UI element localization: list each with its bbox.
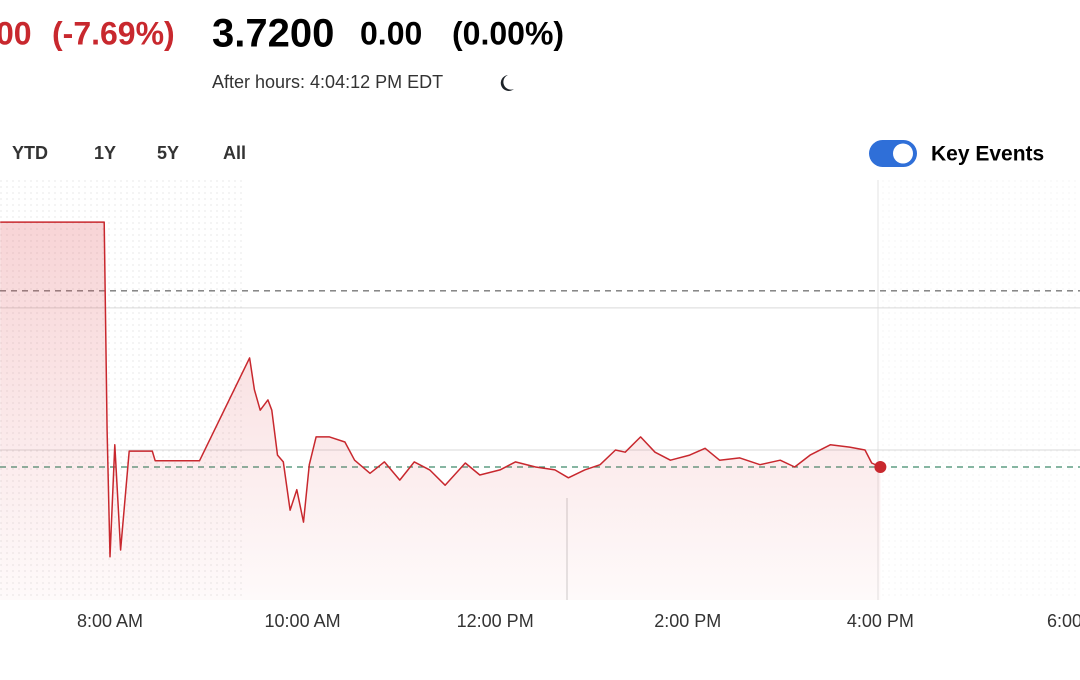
- after-change-percent: (0.00%): [452, 15, 564, 51]
- range-buttons: YTD 1Y 5Y All: [12, 143, 246, 163]
- toggle-knob: [893, 143, 913, 164]
- moon-icon: [500, 75, 514, 91]
- x-tick-label: 12:00 PM: [457, 611, 534, 631]
- range-button[interactable]: 1Y: [94, 143, 116, 163]
- price-line: [0, 221, 881, 558]
- x-tick-label: 8:00 AM: [77, 611, 143, 631]
- x-tick-label: 2:00 PM: [654, 611, 721, 631]
- range-button[interactable]: YTD: [12, 143, 48, 163]
- after-change: 0.00: [360, 15, 422, 51]
- after-hours: After hours: 4:04:12 PM EDT: [212, 72, 443, 92]
- x-tick-label: 4:00 PM: [847, 611, 914, 631]
- last-point: [874, 461, 887, 474]
- x-tick-label: 6:00 P: [1047, 611, 1080, 631]
- change: 00: [0, 15, 32, 51]
- afterhours-shade: [878, 180, 1080, 600]
- range-button[interactable]: 5Y: [157, 143, 179, 163]
- plot: 8:00 AM 10:00 AM 12:00 PM 2:00 PM 4:00 PM 6:0…: [0, 221, 1080, 631]
- key-events[interactable]: Key Events: [931, 143, 1044, 166]
- range-button[interactable]: All: [223, 143, 246, 163]
- change-percent: (-7.69%): [52, 15, 175, 51]
- x-tick-label: 10:00 AM: [265, 611, 341, 631]
- area: [0, 222, 881, 600]
- price: 3.7200: [212, 12, 334, 56]
